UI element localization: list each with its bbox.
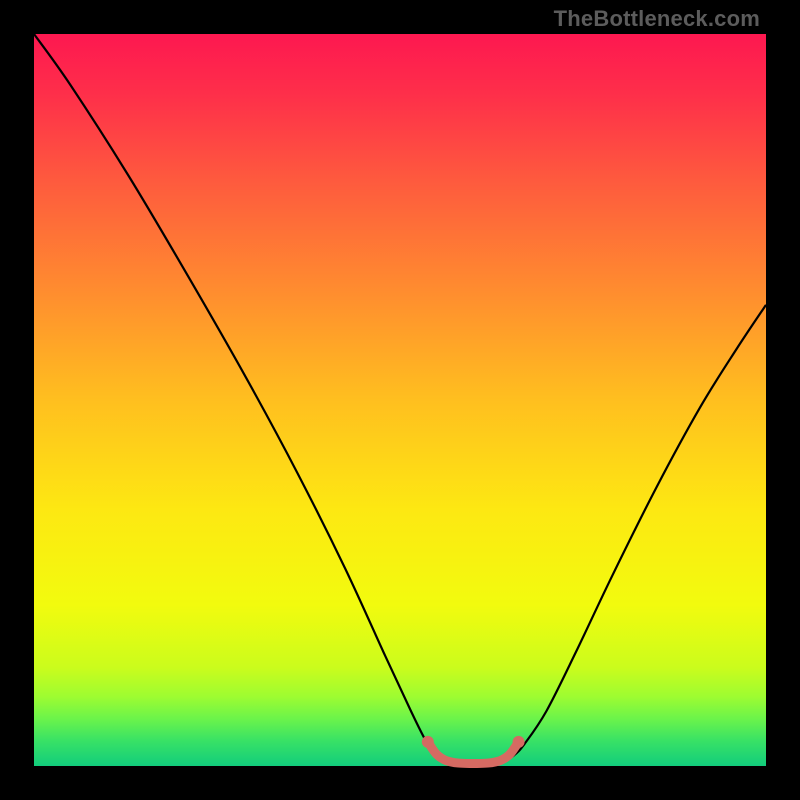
highlight-end-marker [513,736,525,748]
plot-area [34,34,766,766]
watermark-text: TheBottleneck.com [554,6,760,32]
highlight-start-marker [422,736,434,748]
main-curve [34,34,766,764]
chart-frame: TheBottleneck.com [0,0,800,800]
curve-layer [34,34,766,766]
highlight-curve [428,742,519,764]
